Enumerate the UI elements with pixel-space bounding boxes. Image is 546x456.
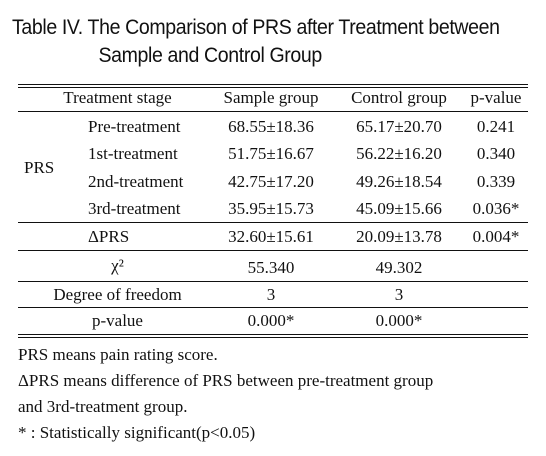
row-delta-prs-control: 20.09±13.78	[356, 227, 442, 246]
prs-group-label: PRS	[24, 158, 55, 177]
row-delta-prs-p: 0.004*	[472, 227, 520, 246]
header-p-value: p-value	[470, 88, 522, 107]
table-notes: PRS means pain rating score. ΔPRS means …	[18, 342, 538, 446]
row-delta-prs-stage: ΔPRS	[88, 227, 130, 246]
row-chi-square-sample: 55.340	[247, 258, 295, 277]
row-chi-square-label: χ²	[111, 256, 124, 275]
row-delta-prs-sample: 32.60±15.61	[228, 227, 314, 246]
row-pvalue-label: p-value	[92, 311, 143, 330]
top-rule-2	[18, 87, 528, 88]
chi-rule	[18, 281, 528, 282]
prs-group-rule	[18, 222, 528, 223]
note-delta-prs-definition: ΔPRS means difference of PRS between pre…	[18, 371, 434, 390]
top-rule-1	[18, 84, 528, 85]
row-2nd-treatment-stage: 2nd-treatment	[88, 172, 184, 191]
row-1st-treatment-control: 56.22±16.20	[356, 144, 442, 163]
note-significance: * : Statistically significant(p<0.05)	[18, 423, 256, 442]
df-rule	[18, 307, 528, 308]
row-pre-treatment-sample: 68.55±18.36	[228, 117, 314, 136]
row-3rd-treatment-control: 45.09±15.66	[356, 199, 442, 218]
row-2nd-treatment-p: 0.339	[476, 172, 516, 191]
header-sample-group: Sample group	[223, 88, 319, 107]
row-2nd-treatment-control: 49.26±18.54	[356, 172, 442, 191]
header-rule	[18, 111, 528, 112]
row-1st-treatment-sample: 51.75±16.67	[228, 144, 314, 163]
row-pre-treatment-p: 0.241	[476, 117, 516, 136]
row-dof-sample: 3	[266, 285, 276, 304]
row-pre-treatment-control: 65.17±20.70	[356, 117, 442, 136]
row-2nd-treatment-sample: 42.75±17.20	[228, 172, 314, 191]
row-3rd-treatment-p: 0.036*	[472, 199, 520, 218]
row-1st-treatment-stage: 1st-treatment	[88, 144, 178, 163]
note-prs-definition: PRS means pain rating score.	[18, 345, 218, 364]
delta-rule	[18, 250, 528, 251]
header-treatment-stage: Treatment stage	[63, 88, 172, 107]
table-title-line1: Table IV. The Comparison of PRS after Tr…	[12, 16, 500, 39]
table-title: Table IV. The Comparison of PRS after Tr…	[12, 14, 505, 70]
row-dof-control: 3	[394, 285, 404, 304]
row-3rd-treatment-stage: 3rd-treatment	[88, 199, 181, 218]
bottom-rule-1	[18, 334, 528, 335]
row-pvalue-control: 0.000*	[375, 311, 423, 330]
row-1st-treatment-p: 0.340	[476, 144, 516, 163]
row-dof-label: Degree of freedom	[53, 285, 182, 304]
row-pre-treatment-stage: Pre-treatment	[88, 117, 181, 136]
row-3rd-treatment-sample: 35.95±15.73	[228, 199, 314, 218]
row-chi-square-control: 49.302	[375, 258, 423, 277]
header-control-group: Control group	[351, 88, 447, 107]
bottom-rule-2	[18, 337, 528, 338]
row-pvalue-sample: 0.000*	[247, 311, 295, 330]
table-title-line2: Sample and Control Group	[98, 44, 322, 67]
note-delta-prs-definition-cont: and 3rd-treatment group.	[18, 397, 188, 416]
